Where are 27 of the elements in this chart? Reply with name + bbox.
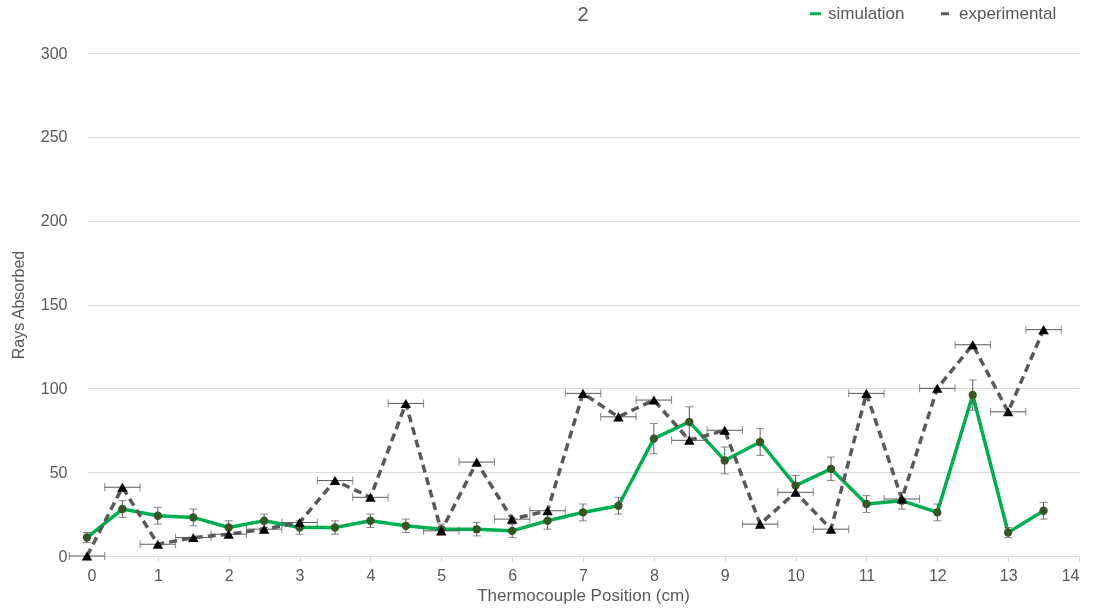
chart-title: 2 <box>577 3 589 25</box>
y-tick-label: 200 <box>40 212 68 230</box>
x-tick-label: 9 <box>720 566 730 584</box>
x-tick-label: 8 <box>649 566 659 584</box>
x-tick-label: 13 <box>999 566 1018 584</box>
x-axis-title: Thermocouple Position (cm) <box>477 585 690 605</box>
x-tick-label: 7 <box>579 566 589 584</box>
x-tick-label: 1 <box>153 566 163 584</box>
x-tick-label: 0 <box>87 566 97 584</box>
x-tick-label: 3 <box>295 566 305 584</box>
y-axis-title: Rays Absorbed <box>9 250 27 360</box>
y-tick-label: 250 <box>40 128 68 146</box>
legend-label: experimental <box>959 3 1057 23</box>
y-tick-label: 300 <box>40 44 68 62</box>
x-tick-label: 2 <box>224 566 234 584</box>
x-tick-label: 5 <box>437 566 447 584</box>
y-tick-label: 150 <box>40 296 68 313</box>
x-tick-label: 6 <box>508 566 518 584</box>
y-tick-label: 100 <box>40 379 68 397</box>
x-tick-label: 4 <box>366 566 376 584</box>
x-tick-label: 10 <box>787 566 806 584</box>
x-tick-label: 14 <box>1061 566 1080 584</box>
x-tick-label: 11 <box>858 566 876 584</box>
y-tick-label: 50 <box>49 463 68 481</box>
legend-label: simulation <box>828 3 905 23</box>
y-tick-label: 0 <box>58 547 68 565</box>
x-tick-label: 12 <box>928 566 947 584</box>
